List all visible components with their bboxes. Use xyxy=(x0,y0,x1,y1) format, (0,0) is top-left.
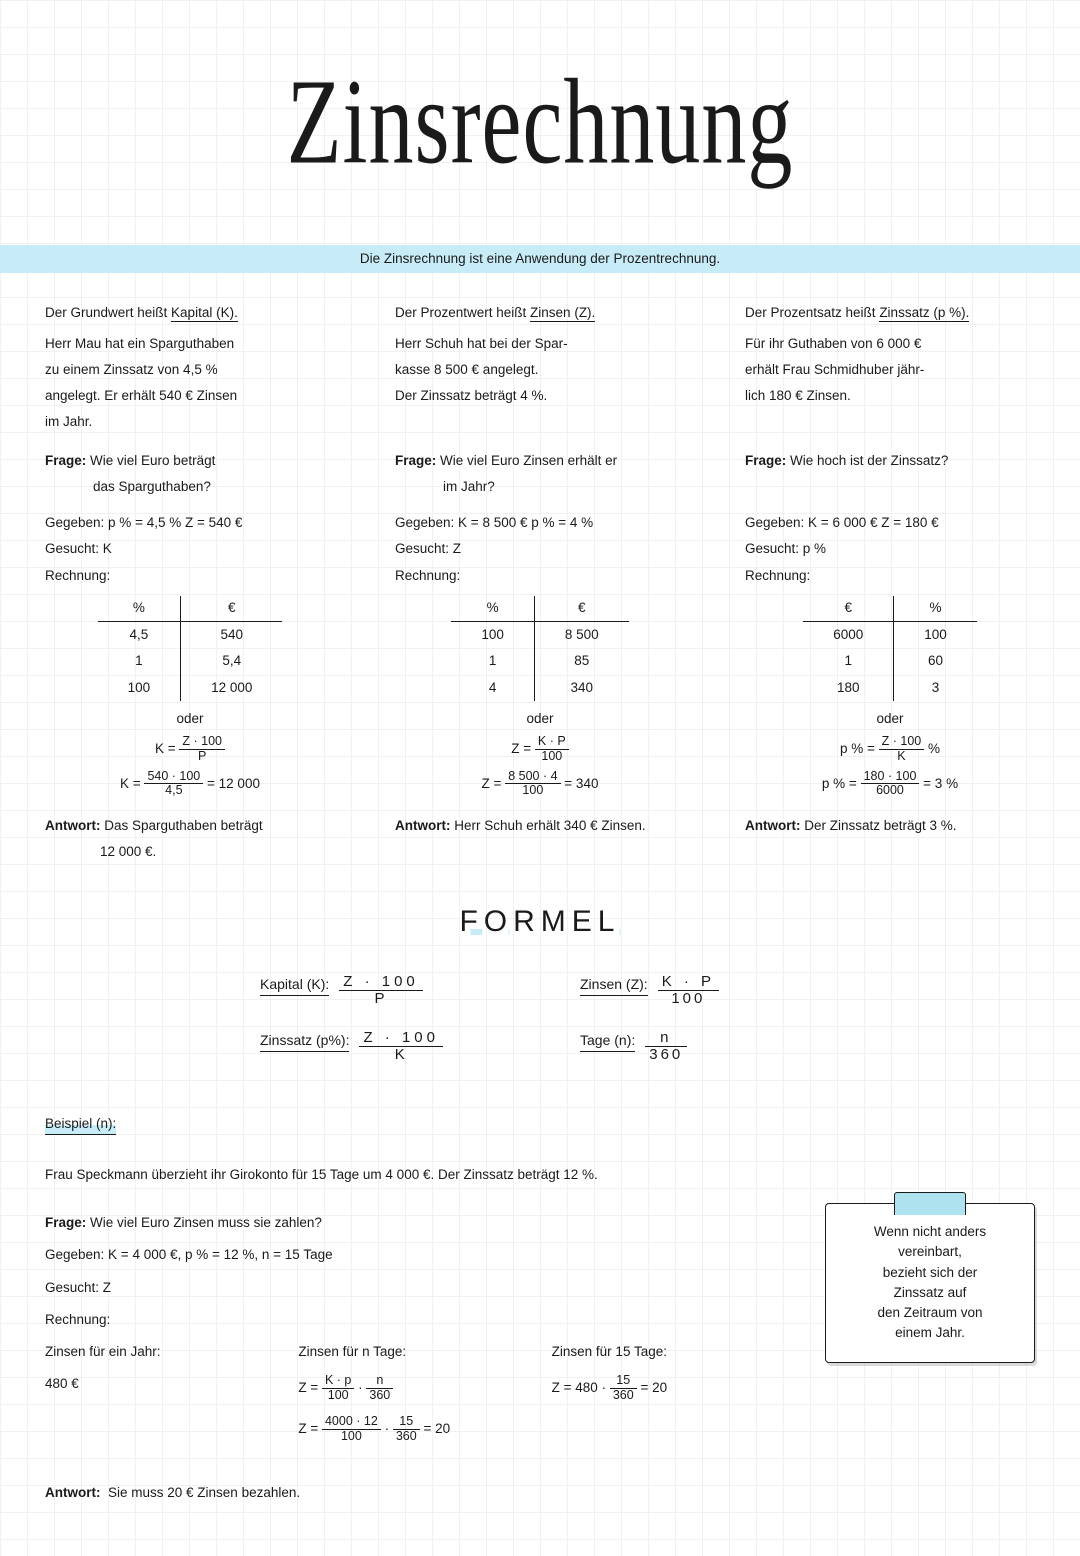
story-line: Herr Mau hat ein Sparguthaben xyxy=(45,334,335,354)
heading-pre: Der Prozentwert heißt xyxy=(395,305,530,320)
frage-label: Frage: xyxy=(745,453,786,468)
intro-banner: Die Zinsrechnung ist eine Anwendung der … xyxy=(0,245,1080,273)
story-line: Herr Schuh hat bei der Spar- xyxy=(395,334,685,354)
col-zinsen: Der Prozentwert heißt Zinsen (Z). Herr S… xyxy=(395,303,685,868)
antwort-text: Herr Schuh erhält 340 € Zinsen. xyxy=(454,818,645,833)
page-title: Zinsrechnung xyxy=(45,31,1035,213)
formula-zinssatz: Zinssatz (p%): Z · 100K xyxy=(260,1030,500,1064)
antwort-label: Antwort: xyxy=(395,818,450,833)
frage-label: Frage: xyxy=(45,1215,86,1230)
ex-col-ntage: Zinsen für n Tage: Z = K · p100 · n360 Z… xyxy=(298,1342,511,1455)
story-line: im Jahr. xyxy=(45,412,335,432)
rechnung-label: Rechnung: xyxy=(395,566,685,586)
oder: oder xyxy=(45,709,335,729)
story-line: erhält Frau Schmidhuber jähr- xyxy=(745,360,1035,380)
heading-pre: Der Prozentsatz heißt xyxy=(745,305,879,320)
story-line: angelegt. Er erhält 540 € Zinsen xyxy=(45,386,335,406)
story-line: kasse 8 500 € angelegt. xyxy=(395,360,685,380)
antwort-text: Das Sparguthaben beträgt xyxy=(104,818,262,833)
gegeben: Gegeben: K = 8 500 € p % = 4 % xyxy=(395,513,685,533)
story-line: Der Zinssatz beträgt 4 %. xyxy=(395,386,685,406)
rechnung-label: Rechnung: xyxy=(745,566,1035,586)
frage-text: Wie hoch ist der Zinssatz? xyxy=(790,453,948,468)
calc-table: %€ 4,5540 15,4 10012 000 xyxy=(98,596,283,701)
frage-text: das Sparguthaben? xyxy=(45,477,335,497)
beispiel-heading: Beispiel (n): xyxy=(45,1114,116,1135)
antwort-label: Antwort: xyxy=(45,1485,100,1500)
story-line: Für ihr Guthaben von 6 000 € xyxy=(745,334,1035,354)
heading-term: Zinsen (Z). xyxy=(530,305,595,322)
story-line: zu einem Zinssatz von 4,5 % xyxy=(45,360,335,380)
story-line: lich 180 € Zinsen. xyxy=(745,386,1035,406)
formula-kapital: Kapital (K): Z · 100P xyxy=(260,974,500,1008)
gesucht: Gesucht: K xyxy=(45,539,335,559)
gegeben: Gegeben: K = 6 000 € Z = 180 € xyxy=(745,513,1035,533)
frage-text: Wie viel Euro Zinsen muss sie zahlen? xyxy=(90,1215,322,1230)
heading-pre: Der Grundwert heißt xyxy=(45,305,171,320)
ex-col-15tage: Zinsen für 15 Tage: Z = 480 · 15360 = 20 xyxy=(552,1342,765,1415)
frage-text: Wie viel Euro Zinsen erhält er xyxy=(440,453,617,468)
formula-zinsen: Zinsen (Z): K · P100 xyxy=(580,974,820,1008)
gesucht: Gesucht: p % xyxy=(745,539,1035,559)
gegeben: Gegeben: p % = 4,5 % Z = 540 € xyxy=(45,513,335,533)
antwort-text: Sie muss 20 € Zinsen bezahlen. xyxy=(108,1485,300,1500)
formula-tage: Tage (n): n360 xyxy=(580,1030,820,1064)
antwort-label: Antwort: xyxy=(745,818,800,833)
formel-heading: FORMEL xyxy=(45,899,1035,944)
calc-table: %€ 1008 500 185 4340 xyxy=(451,596,628,701)
antwort-text: 12 000 €. xyxy=(45,842,335,862)
antwort-text: Der Zinssatz beträgt 3 %. xyxy=(804,818,956,833)
formula-grid: Kapital (K): Z · 100P Zinsen (Z): K · P1… xyxy=(260,974,820,1064)
oder: oder xyxy=(395,709,685,729)
frage-label: Frage: xyxy=(395,453,436,468)
col-kapital: Der Grundwert heißt Kapital (K). Herr Ma… xyxy=(45,303,335,868)
oder: oder xyxy=(745,709,1035,729)
examples-row: Der Grundwert heißt Kapital (K). Herr Ma… xyxy=(45,303,1035,868)
col-zinssatz: Der Prozentsatz heißt Zinssatz (p %). Fü… xyxy=(745,303,1035,868)
antwort-label: Antwort: xyxy=(45,818,100,833)
rechnung-label: Rechnung: xyxy=(45,566,335,586)
heading-term: Kapital (K). xyxy=(171,305,238,322)
beispiel-body: Frau Speckmann überzieht ihr Girokonto f… xyxy=(45,1165,1035,1504)
heading-term: Zinssatz (p %). xyxy=(879,305,969,322)
frage-text: Wie viel Euro beträgt xyxy=(90,453,215,468)
frage-label: Frage: xyxy=(45,453,86,468)
ex-col-year: Zinsen für ein Jahr: 480 € xyxy=(45,1342,258,1407)
gesucht: Gesucht: Z xyxy=(395,539,685,559)
note-box: Wenn nicht anders vereinbart, bezieht si… xyxy=(825,1203,1035,1363)
beispiel-intro: Frau Speckmann überzieht ihr Girokonto f… xyxy=(45,1165,1035,1185)
frage-text: im Jahr? xyxy=(395,477,685,497)
calc-table: €% 6000100 160 1803 xyxy=(803,596,977,701)
